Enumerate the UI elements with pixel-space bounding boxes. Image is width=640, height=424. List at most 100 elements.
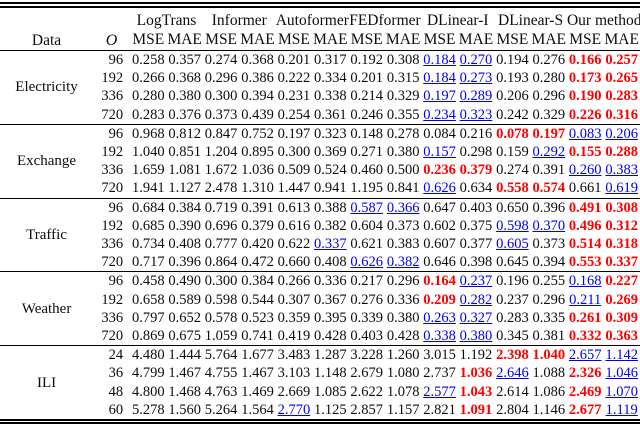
method-header-7: Our method [566,12,640,29]
metric-cell: 1.941 [131,180,165,197]
mse-subheader: MSE [132,31,165,48]
metric-cell: 0.386 [241,70,274,87]
horizon-value: 336 [101,236,124,253]
metric-cell: 0.851 [168,144,201,161]
metric-cell: 0.384 [166,197,203,217]
metric-cell: 0.197 [530,123,567,144]
metric-cell: 1.672 [204,162,238,179]
metric-cell: 0.675 [168,328,201,345]
metric-cell: 0.419 [277,328,311,345]
metric-cell: 0.368 [239,50,276,70]
metric-cell: 0.394 [532,254,566,271]
table-row: 192 0.658 0.589 0.598 0.544 0.307 0.367 0.276 0.… [0,291,640,309]
metric-cell: 0.598 [204,291,238,308]
metric-cell: 2.770 [277,401,311,418]
metric-cell: 0.841 [386,180,420,197]
table-row: 720 0.283 0.376 0.373 0.439 0.254 0.361 0.246 0.… [0,106,640,125]
metric-cell: 2.326 [568,365,602,382]
metric-cell: 0.509 [277,162,311,179]
metric-cell: 0.587 [348,197,385,217]
table-row: ILI 24 4.480 1.444 5.764 1.677 3.483 1.287 3.228… [0,345,640,420]
metric-cell: 0.523 [241,309,274,326]
metric-cell: 0.168 [566,271,604,291]
metric-cell: 1.127 [168,180,201,197]
metric-cell: 0.382 [314,217,347,234]
metric-cell: 0.270 [457,50,495,70]
metric-cell: 0.968 [130,123,167,144]
table-row: Exchange 96 0.968 0.812 0.847 0.752 0.197 0.323… [0,123,640,199]
metric-cell: 0.621 [350,236,384,253]
metric-cell: 0.500 [386,162,420,179]
metric-cell: 0.376 [168,106,201,123]
table-row: 336 0.280 0.380 0.300 0.394 0.231 0.338 0.214 0.… [0,87,640,105]
mae-subheader: MAE [385,31,421,48]
metric-cell: 0.214 [350,88,384,105]
metric-cell: 0.312 [605,217,638,234]
metric-cell: 1.125 [314,401,347,418]
metric-cell: 0.605 [496,236,529,253]
metric-cell: 1.310 [241,180,274,197]
metric-cell: 0.460 [350,162,384,179]
metric-cell: 0.283 [605,88,638,105]
horizon-value: 720 [101,328,124,345]
metric-cell: 0.391 [532,162,566,179]
metric-cell: 0.391 [239,197,276,217]
metric-cell: 0.296 [384,271,422,291]
metric-cell: 0.650 [494,197,531,217]
metric-cell: 0.274 [202,50,240,70]
metric-cell: 0.396 [530,197,567,217]
metric-cell: 4.799 [131,365,165,382]
metric-cell: 0.752 [239,123,276,144]
metric-cell: 2.614 [496,383,529,400]
mse-subheader: MSE [205,31,238,48]
metric-cell: 0.553 [568,254,602,271]
metric-cell: 0.717 [131,254,165,271]
metric-cell: 0.797 [131,309,165,326]
table-row: 192 0.266 0.368 0.296 0.386 0.222 0.334 0.201 0.… [0,69,640,87]
metric-cell: 0.226 [568,106,602,123]
metric-cell: 0.283 [496,309,529,326]
metric-cell: 0.173 [568,70,602,87]
metric-cell: 0.194 [494,50,531,70]
metric-cell: 0.157 [423,144,456,161]
metric-cell: 0.363 [605,328,638,345]
metric-cell: 2.622 [350,383,384,400]
metric-cell: 1.086 [532,383,566,400]
metric-cell: 2.398 [494,345,531,365]
metric-cell: 1.677 [239,345,276,365]
metric-cell: 0.619 [605,180,638,197]
metric-cell: 0.323 [312,123,349,144]
metric-cell: 0.193 [496,70,529,87]
mae-subheader: MAE [240,31,275,48]
metric-cell: 0.696 [204,217,238,234]
metric-cell: 0.316 [605,106,638,123]
metric-cell: 0.370 [532,217,566,234]
metric-cell: 0.544 [241,291,274,308]
table-header: Data O LogTrans Informer Autoformer FEDformer… [0,8,640,51]
metric-cell: 0.266 [131,70,165,87]
metric-cell: 1.260 [384,345,422,365]
metric-cell: 0.234 [423,106,456,123]
metric-cell: 1.059 [204,328,238,345]
table-row: 336 1.659 1.081 1.672 1.036 0.509 0.524 0.460 0.… [0,161,640,179]
metric-cell: 0.491 [566,197,604,217]
metric-cell: 0.869 [131,328,165,345]
horizon-value: 192 [101,70,124,87]
metric-cell: 0.368 [168,70,201,87]
metric-cell: 0.280 [131,88,165,105]
metric-cell: 1.564 [241,401,274,418]
mse-subheader: MSE [569,31,602,48]
metric-cell: 0.734 [131,236,165,253]
metric-cell: 0.196 [494,271,531,291]
metric-cell: 2.679 [350,365,384,382]
metric-cell: 0.315 [386,70,420,87]
metric-cell: 0.164 [421,271,458,291]
metric-cell: 2.646 [496,365,529,382]
table-row: 336 0.797 0.652 0.578 0.523 0.359 0.395 0.339 0.… [0,309,640,327]
metric-cell: 0.369 [314,144,347,161]
metric-cell: 0.375 [459,217,493,234]
metric-cell: 0.329 [532,106,566,123]
metric-cell: 2.804 [496,401,529,418]
metric-cell: 0.366 [384,197,422,217]
